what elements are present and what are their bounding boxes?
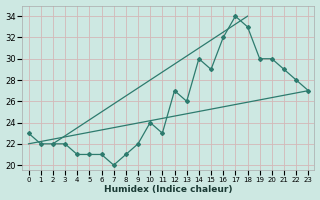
X-axis label: Humidex (Indice chaleur): Humidex (Indice chaleur)	[104, 185, 233, 194]
